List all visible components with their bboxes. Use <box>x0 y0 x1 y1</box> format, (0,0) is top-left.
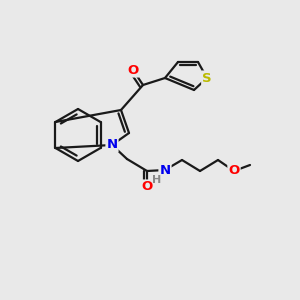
Text: O: O <box>141 181 153 194</box>
Text: H: H <box>152 175 162 185</box>
Text: N: N <box>159 164 171 176</box>
Text: N: N <box>106 139 118 152</box>
Text: S: S <box>202 71 212 85</box>
Text: O: O <box>228 164 240 178</box>
Text: O: O <box>128 64 139 76</box>
